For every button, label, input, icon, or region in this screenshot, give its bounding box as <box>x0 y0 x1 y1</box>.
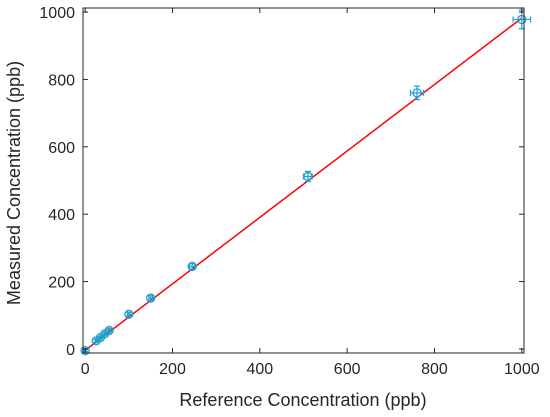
x-tick-label: 800 <box>421 361 448 378</box>
x-axis-label: Reference Concentration (ppb) <box>179 390 426 410</box>
data-point <box>412 88 422 98</box>
x-tick-label: 400 <box>246 361 273 378</box>
tick-labels: 0 200 400 600 800 1000 0 200 400 600 800 1000 <box>39 5 539 378</box>
y-tick-label: 400 <box>48 207 75 224</box>
data-point <box>517 14 527 25</box>
data-point <box>124 309 134 319</box>
y-axis-label: Measured Concentration (ppb) <box>4 61 24 305</box>
y-tick-label: 1000 <box>39 5 75 22</box>
x-tick-label: 200 <box>159 361 186 378</box>
axes <box>82 7 525 354</box>
data-point <box>303 171 313 182</box>
y-tick-label: 800 <box>48 72 75 89</box>
axes-box <box>82 7 525 354</box>
fit-line <box>84 17 523 351</box>
y-tick-label: 0 <box>66 342 75 359</box>
x-tick-label: 600 <box>334 361 361 378</box>
x-tick-label: 0 <box>81 361 90 378</box>
data-point <box>104 325 114 336</box>
chart-marks <box>80 9 532 356</box>
y-tick-label: 200 <box>48 275 75 292</box>
y-tick-label: 600 <box>48 140 75 157</box>
x-tick-label: 1000 <box>504 361 540 378</box>
data-point <box>80 345 90 356</box>
data-point <box>146 293 156 303</box>
data-point <box>187 261 197 272</box>
